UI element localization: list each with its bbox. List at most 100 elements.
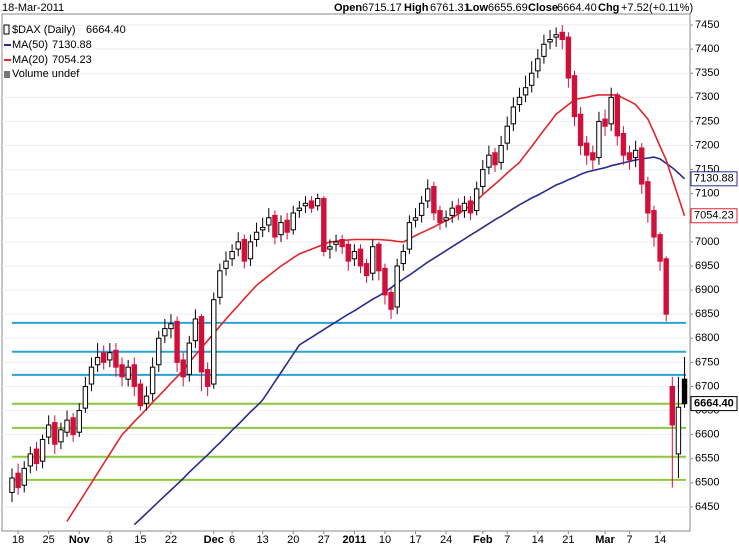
plot-frame (1, 13, 691, 532)
candle-body (516, 96, 523, 106)
candle-body (27, 453, 34, 467)
x-tick-label: 6 (229, 534, 235, 546)
candle-body (608, 96, 614, 125)
candle-body (253, 231, 260, 240)
y-tick-label: 6850 (695, 308, 719, 320)
candle-body (473, 188, 480, 212)
candle-body (345, 243, 351, 262)
candle-body (58, 429, 64, 443)
y-tick-label: 7100 (695, 188, 719, 200)
x-tick-label: Dec (204, 534, 224, 546)
open-value: 6715.17 (362, 2, 402, 14)
y-tick-label: 7400 (695, 43, 719, 55)
x-tick-label: Nov (69, 534, 91, 546)
moving-averages (66, 94, 686, 526)
candles (9, 25, 688, 503)
candle-body (339, 238, 345, 248)
candle-body (64, 419, 70, 433)
candle-body (596, 120, 602, 159)
candle-body (681, 378, 688, 405)
candle-body (431, 185, 437, 214)
candle-body (467, 200, 474, 214)
candle-body (626, 152, 633, 161)
candle-body (425, 188, 431, 202)
x-tick-label: 21 (562, 534, 574, 546)
candle-body (388, 291, 394, 310)
candle-body (315, 198, 321, 207)
candle-body (333, 241, 339, 245)
x-tick-label: 7 (504, 534, 510, 546)
value-tag-box (690, 208, 738, 224)
candle-body (669, 385, 676, 426)
y-tick-label: 6800 (695, 332, 719, 344)
candle-body (217, 270, 223, 298)
candle-body (174, 320, 180, 363)
candle-body (394, 265, 400, 308)
x-tick-label: 14 (654, 534, 666, 546)
candle-body (443, 217, 449, 221)
candle-body (486, 154, 492, 168)
candle-body (559, 31, 565, 41)
low-value: 6655.69 (488, 2, 528, 14)
candle-body (535, 58, 541, 72)
y-tick-label: 7000 (695, 236, 719, 248)
y-tick-label: 6700 (695, 380, 719, 392)
y-tick-label: 6450 (695, 501, 719, 513)
x-tick-label: 10 (379, 534, 391, 546)
candle-body (9, 477, 15, 493)
candle-body (76, 410, 82, 433)
candle-body (290, 212, 296, 231)
candle-body (101, 352, 107, 363)
candle-body (541, 43, 547, 57)
candle-body (204, 369, 211, 387)
candle-body (278, 222, 284, 236)
candle-body (259, 226, 266, 231)
candle-body (229, 251, 235, 260)
legend-icon (3, 24, 10, 35)
x-tick-label: 20 (287, 534, 299, 546)
x-tick-label: Mar (595, 534, 615, 546)
ma-line (133, 156, 686, 526)
x-tick-label: 8 (107, 534, 113, 546)
legend-symbol: $DAX (Daily) (12, 24, 76, 36)
candle-body (632, 149, 639, 159)
value-tag: 6664.40 (694, 398, 734, 410)
candle-body (461, 202, 468, 212)
candle-body (412, 217, 419, 221)
high-label: High (404, 2, 429, 14)
candle-body (657, 234, 663, 262)
close-label: Close (528, 2, 558, 14)
x-tick-label: 24 (440, 534, 452, 546)
candle-body (235, 241, 241, 250)
y-tick-label: 6550 (695, 453, 719, 465)
legend-name: MA(20) (12, 54, 48, 66)
candle-body (125, 366, 131, 380)
legend: $DAX (Daily) 6664.40 MA(50) 7130.88 MA(2… (3, 24, 126, 80)
high-value: 6761.31 (430, 2, 470, 14)
candle-body (156, 337, 162, 366)
candle-body (406, 222, 413, 250)
candle-body (498, 145, 504, 163)
candle-body (70, 417, 76, 436)
x-tick-label: 2011 (342, 534, 366, 546)
low-label: Low (466, 2, 488, 14)
candle-body (247, 241, 254, 260)
candle-body (162, 328, 168, 337)
value-tag-box (690, 396, 738, 412)
candle-body (565, 36, 572, 79)
change-label: Chg (598, 2, 619, 14)
x-tick-label: 17 (409, 534, 421, 546)
candle-body (663, 258, 669, 315)
x-tick-label: 18 (12, 534, 24, 546)
candle-body (522, 87, 529, 96)
candle-body (376, 243, 382, 272)
value-tag: 7130.88 (694, 173, 734, 185)
candle-body (577, 113, 584, 147)
candle-body (590, 152, 596, 161)
candle-body (52, 422, 58, 445)
candle-body (198, 316, 205, 373)
close-value: 6664.40 (557, 2, 597, 14)
candle-body (480, 169, 486, 187)
